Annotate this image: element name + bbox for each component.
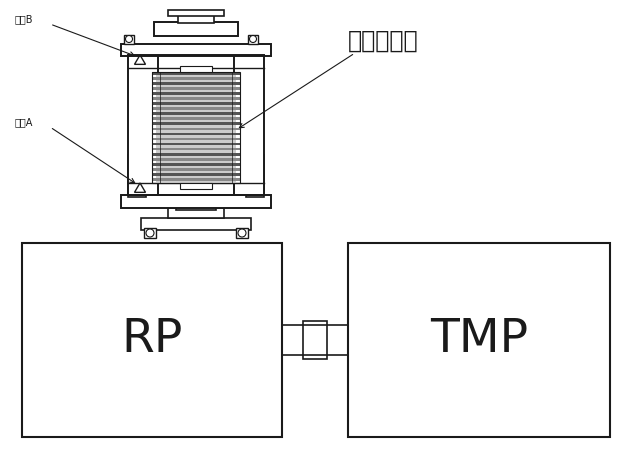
Bar xyxy=(121,195,271,208)
Circle shape xyxy=(126,36,133,43)
Bar xyxy=(156,156,236,158)
Bar xyxy=(121,44,271,56)
Bar xyxy=(248,35,258,44)
Bar xyxy=(152,132,240,135)
Bar xyxy=(152,178,240,181)
Bar xyxy=(152,163,240,166)
Bar xyxy=(178,14,214,23)
Bar xyxy=(348,243,610,437)
Bar xyxy=(156,161,236,163)
Bar xyxy=(152,117,240,120)
Bar xyxy=(22,243,282,437)
Bar xyxy=(152,87,240,90)
Bar xyxy=(180,72,212,183)
Bar xyxy=(156,125,236,127)
Bar xyxy=(180,183,212,189)
Text: RP: RP xyxy=(121,317,183,362)
Bar xyxy=(156,166,236,168)
Bar xyxy=(156,135,236,137)
Bar xyxy=(144,228,156,238)
Bar xyxy=(156,85,236,87)
Bar xyxy=(303,321,327,359)
Bar xyxy=(160,72,232,183)
Bar xyxy=(236,228,248,238)
Bar xyxy=(152,127,240,130)
Bar xyxy=(152,97,240,100)
Bar xyxy=(128,55,158,195)
Bar xyxy=(152,142,240,145)
Bar xyxy=(152,82,240,85)
Bar xyxy=(152,112,240,115)
Bar xyxy=(156,181,236,183)
Bar xyxy=(152,77,240,80)
Circle shape xyxy=(238,229,246,237)
Bar xyxy=(156,80,236,82)
Bar xyxy=(152,92,240,95)
Bar xyxy=(246,155,264,197)
Bar xyxy=(152,107,240,110)
Bar xyxy=(156,171,236,173)
Bar xyxy=(156,100,236,102)
Bar xyxy=(152,72,240,183)
Bar xyxy=(156,110,236,112)
Bar xyxy=(152,147,240,151)
Text: 測点B: 測点B xyxy=(15,14,33,24)
Text: 測点A: 測点A xyxy=(15,117,33,127)
Bar xyxy=(154,22,238,36)
Bar xyxy=(156,105,236,107)
Bar xyxy=(141,218,251,230)
Text: TMP: TMP xyxy=(430,317,528,362)
Bar xyxy=(168,208,224,218)
Bar xyxy=(152,153,240,156)
Bar xyxy=(152,173,240,176)
Bar xyxy=(156,145,236,147)
Bar xyxy=(152,137,240,140)
Bar xyxy=(156,115,236,117)
Bar xyxy=(152,102,240,105)
Bar xyxy=(156,176,236,178)
Bar xyxy=(152,158,240,161)
Bar xyxy=(156,120,236,122)
Bar xyxy=(152,122,240,125)
Bar xyxy=(180,66,212,72)
Bar xyxy=(156,90,236,92)
Bar xyxy=(124,35,134,44)
Bar xyxy=(152,72,240,75)
Bar xyxy=(156,151,236,153)
Bar xyxy=(156,130,236,132)
Bar xyxy=(176,202,216,210)
Circle shape xyxy=(146,229,154,237)
Bar xyxy=(168,10,224,16)
Bar xyxy=(156,140,236,142)
Bar xyxy=(128,155,146,197)
Bar xyxy=(234,55,264,195)
Bar xyxy=(156,95,236,97)
Circle shape xyxy=(250,36,257,43)
Bar xyxy=(152,168,240,171)
Bar xyxy=(156,75,236,77)
Text: 無振動継手: 無振動継手 xyxy=(348,29,418,53)
